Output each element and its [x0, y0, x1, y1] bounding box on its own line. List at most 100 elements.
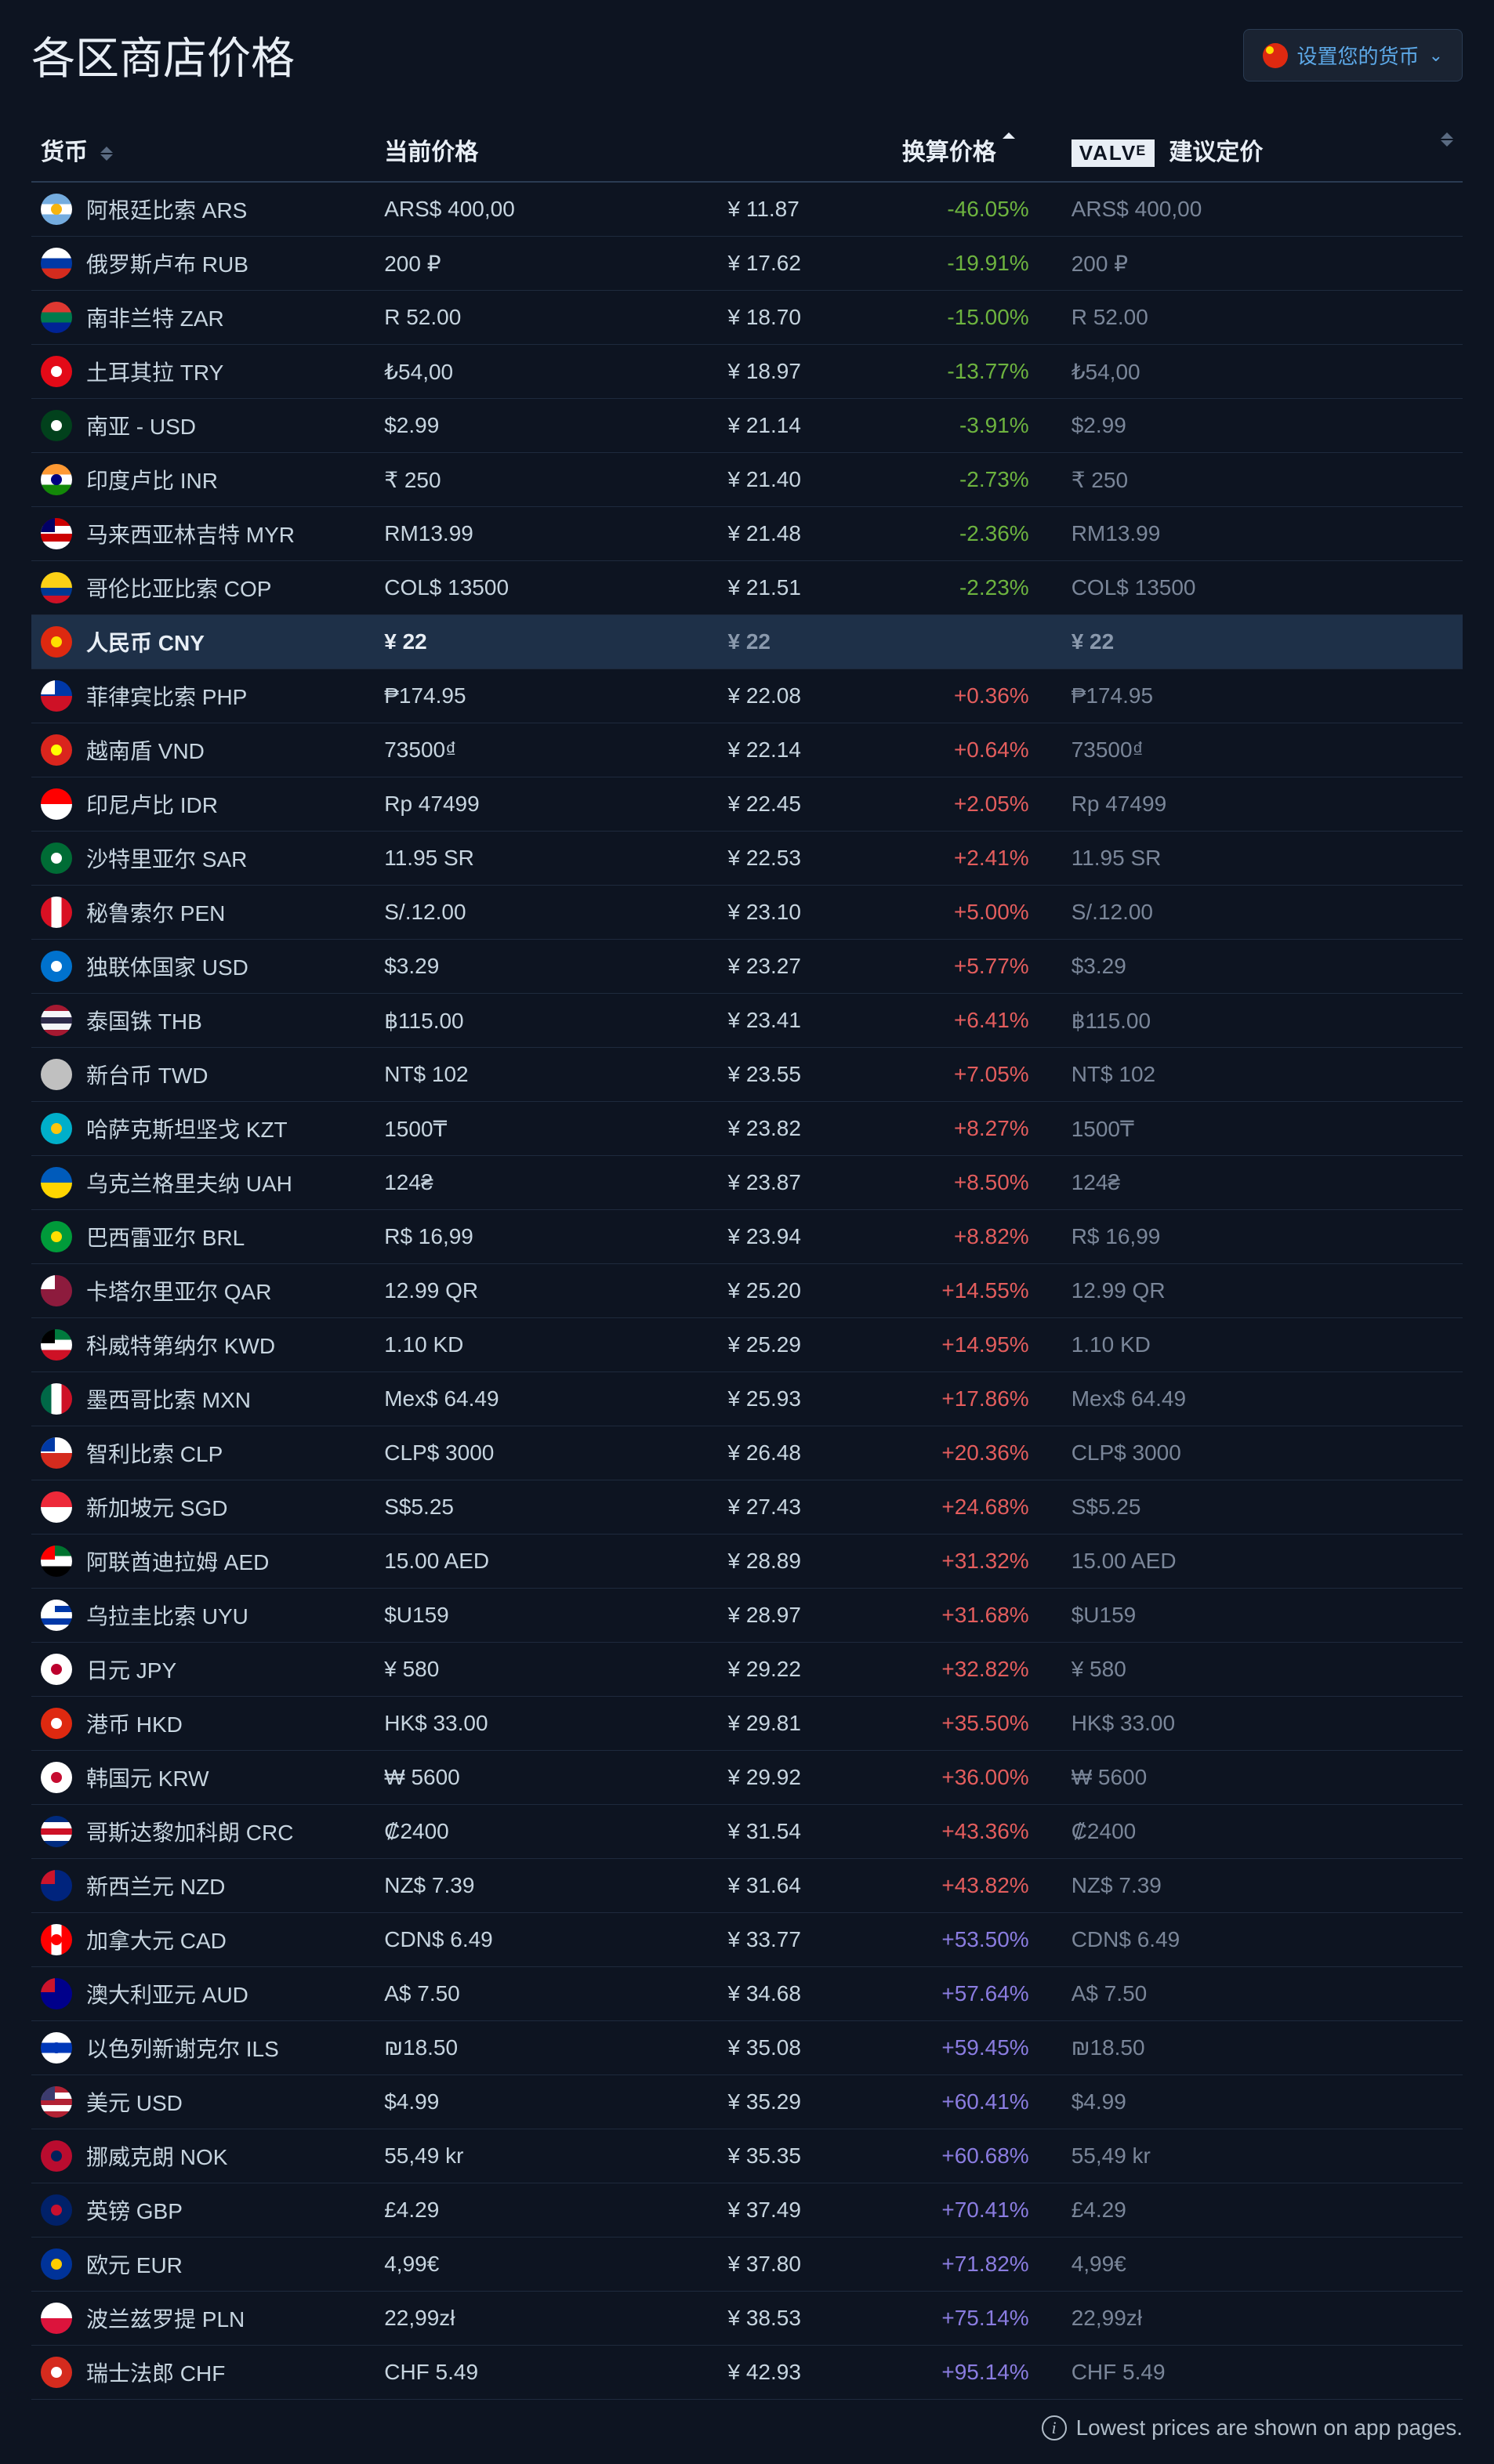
currency-name: 秘鲁索尔 PEN — [86, 897, 225, 928]
table-row[interactable]: 日元 JPY¥ 580¥ 29.22+32.82%¥ 580 — [31, 1643, 1463, 1697]
current-price: S/.12.00 — [375, 886, 718, 940]
converted-price: ¥ 23.82 — [727, 1116, 800, 1141]
converted-price: ¥ 22.14 — [727, 737, 800, 763]
converted-price: ¥ 25.93 — [727, 1386, 800, 1411]
flag-icon — [41, 1275, 72, 1306]
current-price: NT$ 102 — [375, 1048, 718, 1102]
currency-name: 阿联酋迪拉姆 AED — [86, 1545, 269, 1577]
current-price: 11.95 SR — [375, 832, 718, 886]
currency-name: 欧元 EUR — [86, 2248, 183, 2280]
table-row[interactable]: 乌拉圭比索 UYU$U159¥ 28.97+31.68%$U159 — [31, 1589, 1463, 1643]
table-row[interactable]: 新西兰元 NZDNZ$ 7.39¥ 31.64+43.82%NZ$ 7.39 — [31, 1859, 1463, 1913]
suggested-price: ₩ 5600 — [1062, 1751, 1463, 1805]
flag-icon — [41, 1816, 72, 1847]
table-row[interactable]: 菲律宾比索 PHP₱174.95¥ 22.08+0.36%₱174.95 — [31, 669, 1463, 723]
table-row[interactable]: 阿根廷比索 ARSARS$ 400,00¥ 11.87-46.05%ARS$ 4… — [31, 182, 1463, 237]
price-pct: +32.82% — [941, 1657, 1028, 1682]
table-row[interactable]: 越南盾 VND73500₫¥ 22.14+0.64%73500₫ — [31, 723, 1463, 777]
converted-price: ¥ 11.87 — [727, 197, 799, 222]
table-row[interactable]: 巴西雷亚尔 BRLR$ 16,99¥ 23.94+8.82%R$ 16,99 — [31, 1210, 1463, 1264]
converted-price: ¥ 37.49 — [727, 2198, 800, 2223]
suggested-price: S$5.25 — [1062, 1480, 1463, 1535]
suggested-price: 1500₸ — [1062, 1102, 1463, 1156]
converted-price: ¥ 38.53 — [727, 2306, 800, 2331]
price-pct: +71.82% — [941, 2252, 1028, 2277]
table-row[interactable]: 南非兰特 ZARR 52.00¥ 18.70-15.00%R 52.00 — [31, 291, 1463, 345]
current-price: A$ 7.50 — [375, 1967, 718, 2021]
suggested-price: COL$ 13500 — [1062, 561, 1463, 615]
converted-price: ¥ 31.64 — [727, 1873, 800, 1898]
table-row[interactable]: 墨西哥比索 MXNMex$ 64.49¥ 25.93+17.86%Mex$ 64… — [31, 1372, 1463, 1426]
price-pct: -13.77% — [947, 359, 1028, 384]
currency-name: 墨西哥比索 MXN — [86, 1383, 251, 1415]
flag-icon — [41, 1870, 72, 1901]
table-row[interactable]: 港币 HKDHK$ 33.00¥ 29.81+35.50%HK$ 33.00 — [31, 1697, 1463, 1751]
table-row[interactable]: 卡塔尔里亚尔 QAR12.99 QR¥ 25.20+14.55%12.99 QR — [31, 1264, 1463, 1318]
column-header-suggested-price[interactable]: VALVᴱ 建议定价 — [1062, 118, 1463, 182]
table-row[interactable]: 以色列新谢克尔 ILS₪18.50¥ 35.08+59.45%₪18.50 — [31, 2021, 1463, 2075]
table-row[interactable]: 欧元 EUR4,99€¥ 37.80+71.82%4,99€ — [31, 2238, 1463, 2292]
table-row[interactable]: 马来西亚林吉特 MYRRM13.99¥ 21.48-2.36%RM13.99 — [31, 507, 1463, 561]
table-row[interactable]: 挪威克朗 NOK55,49 kr¥ 35.35+60.68%55,49 kr — [31, 2129, 1463, 2183]
table-row[interactable]: 英镑 GBP£4.29¥ 37.49+70.41%£4.29 — [31, 2183, 1463, 2238]
table-row[interactable]: 新台币 TWDNT$ 102¥ 23.55+7.05%NT$ 102 — [31, 1048, 1463, 1102]
table-row[interactable]: 阿联酋迪拉姆 AED15.00 AED¥ 28.89+31.32%15.00 A… — [31, 1535, 1463, 1589]
table-row[interactable]: 加拿大元 CADCDN$ 6.49¥ 33.77+53.50%CDN$ 6.49 — [31, 1913, 1463, 1967]
table-row[interactable]: 韩国元 KRW₩ 5600¥ 29.92+36.00%₩ 5600 — [31, 1751, 1463, 1805]
current-price: $2.99 — [375, 399, 718, 453]
table-row[interactable]: 秘鲁索尔 PENS/.12.00¥ 23.10+5.00%S/.12.00 — [31, 886, 1463, 940]
currency-name: 以色列新谢克尔 ILS — [86, 2032, 279, 2064]
current-price: ARS$ 400,00 — [375, 182, 718, 237]
table-row[interactable]: 哥伦比亚比索 COPCOL$ 13500¥ 21.51-2.23%COL$ 13… — [31, 561, 1463, 615]
table-row[interactable]: 瑞士法郎 CHFCHF 5.49¥ 42.93+95.14%CHF 5.49 — [31, 2346, 1463, 2400]
currency-name: 卡塔尔里亚尔 QAR — [86, 1275, 271, 1306]
flag-icon — [41, 1059, 72, 1090]
suggested-price: 200 ₽ — [1062, 237, 1463, 291]
table-row[interactable]: 印度卢比 INR₹ 250¥ 21.40-2.73%₹ 250 — [31, 453, 1463, 507]
table-row[interactable]: 科威特第纳尔 KWD1.10 KD¥ 25.29+14.95%1.10 KD — [31, 1318, 1463, 1372]
suggested-price: ₡2400 — [1062, 1805, 1463, 1859]
flag-icon — [41, 1113, 72, 1144]
table-row[interactable]: 智利比索 CLPCLP$ 3000¥ 26.48+20.36%CLP$ 3000 — [31, 1426, 1463, 1480]
table-row[interactable]: 沙特里亚尔 SAR11.95 SR¥ 22.53+2.41%11.95 SR — [31, 832, 1463, 886]
current-price: CDN$ 6.49 — [375, 1913, 718, 1967]
suggested-price: ₪18.50 — [1062, 2021, 1463, 2075]
suggested-price: Rp 47499 — [1062, 777, 1463, 832]
price-pct: -2.36% — [959, 521, 1029, 546]
table-row[interactable]: 土耳其拉 TRY₺54,00¥ 18.97-13.77%₺54,00 — [31, 345, 1463, 399]
price-pct: +75.14% — [941, 2306, 1028, 2331]
price-pct: +2.41% — [954, 846, 1029, 871]
suggested-price: RM13.99 — [1062, 507, 1463, 561]
table-row[interactable]: 泰国铢 THB฿115.00¥ 23.41+6.41%฿115.00 — [31, 994, 1463, 1048]
table-row[interactable]: 哈萨克斯坦坚戈 KZT1500₸¥ 23.82+8.27%1500₸ — [31, 1102, 1463, 1156]
table-row[interactable]: 印尼卢比 IDRRp 47499¥ 22.45+2.05%Rp 47499 — [31, 777, 1463, 832]
table-row[interactable]: 乌克兰格里夫纳 UAH124₴¥ 23.87+8.50%124₴ — [31, 1156, 1463, 1210]
table-row[interactable]: 南亚 - USD$2.99¥ 21.14-3.91%$2.99 — [31, 399, 1463, 453]
currency-name: 挪威克朗 NOK — [86, 2140, 227, 2172]
column-header-current-price[interactable]: 当前价格 — [375, 118, 718, 182]
current-price: RM13.99 — [375, 507, 718, 561]
table-row[interactable]: 澳大利亚元 AUDA$ 7.50¥ 34.68+57.64%A$ 7.50 — [31, 1967, 1463, 2021]
current-price: $U159 — [375, 1589, 718, 1643]
column-header-currency[interactable]: 货币 — [31, 118, 375, 182]
table-row[interactable]: 人民币 CNY¥ 22¥ 22¥ 22 — [31, 615, 1463, 669]
table-row[interactable]: 俄罗斯卢布 RUB200 ₽¥ 17.62-19.91%200 ₽ — [31, 237, 1463, 291]
currency-name: 南亚 - USD — [86, 410, 196, 441]
currency-name: 韩国元 KRW — [86, 1762, 209, 1793]
suggested-price: 12.99 QR — [1062, 1264, 1463, 1318]
table-row[interactable]: 美元 USD$4.99¥ 35.29+60.41%$4.99 — [31, 2075, 1463, 2129]
table-row[interactable]: 新加坡元 SGDS$5.25¥ 27.43+24.68%S$5.25 — [31, 1480, 1463, 1535]
current-price: £4.29 — [375, 2183, 718, 2238]
price-table: 货币 当前价格 换算价格 VALVᴱ 建议定价 阿根廷比索 ARSARS$ 40… — [31, 118, 1463, 2400]
suggested-price: $3.29 — [1062, 940, 1463, 994]
currency-name: 哈萨克斯坦坚戈 KZT — [86, 1113, 288, 1144]
currency-name: 哥斯达黎加科朗 CRC — [86, 1816, 293, 1847]
current-price: NZ$ 7.39 — [375, 1859, 718, 1913]
flag-icon — [41, 302, 72, 333]
column-header-converted-price[interactable]: 换算价格 — [718, 118, 1061, 182]
table-row[interactable]: 波兰兹罗提 PLN22,99zł¥ 38.53+75.14%22,99zł — [31, 2292, 1463, 2346]
table-row[interactable]: 哥斯达黎加科朗 CRC₡2400¥ 31.54+43.36%₡2400 — [31, 1805, 1463, 1859]
set-currency-button[interactable]: 设置您的货币 ⌄ — [1243, 29, 1463, 82]
converted-price: ¥ 34.68 — [727, 1981, 800, 2006]
table-row[interactable]: 独联体国家 USD$3.29¥ 23.27+5.77%$3.29 — [31, 940, 1463, 994]
